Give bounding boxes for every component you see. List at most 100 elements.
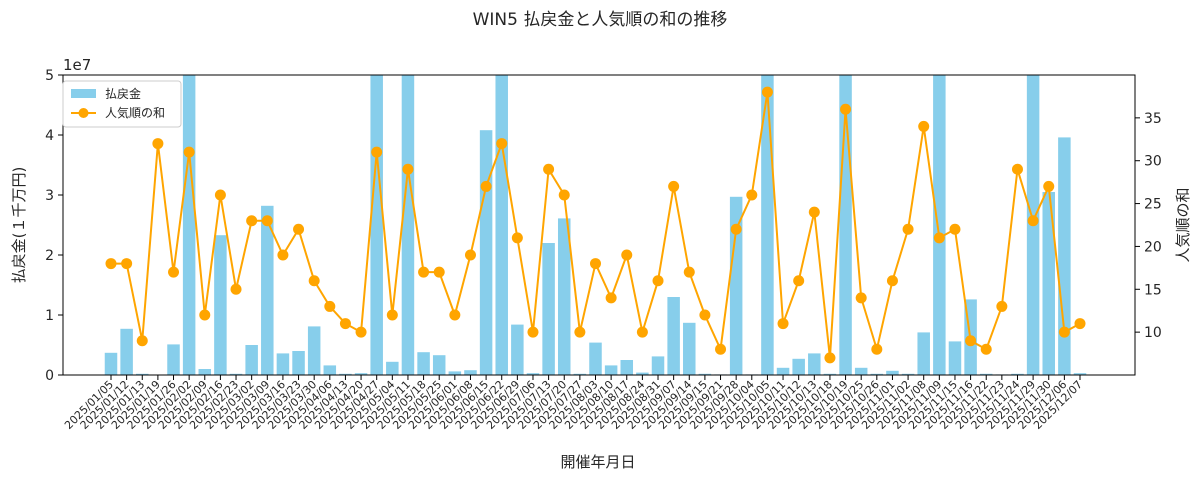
bar [1011, 373, 1024, 375]
bar [870, 373, 884, 375]
bar [620, 360, 634, 375]
popularity-sum-point [855, 292, 867, 304]
bar [339, 373, 352, 375]
popularity-sum-point [324, 300, 336, 312]
popularity-sum-point [371, 146, 383, 158]
y-axis-right-label: 人気順の和 [1174, 187, 1192, 262]
bar [933, 75, 946, 375]
bar [557, 218, 571, 375]
bar [854, 367, 868, 375]
y-right-tick-label: 20 [1144, 239, 1162, 255]
popularity-sum-point [527, 326, 539, 338]
popularity-sum-point [808, 206, 820, 218]
x-axis-label: 開催年月日 [560, 453, 635, 471]
y-left-tick-label: 0 [45, 368, 54, 384]
popularity-sum-point [668, 180, 680, 192]
popularity-sum-point [777, 318, 789, 330]
bar [182, 75, 196, 375]
popularity-sum-point [652, 275, 664, 287]
popularity-sum-point [1074, 318, 1086, 330]
bar [511, 324, 524, 375]
popularity-sum-point [715, 343, 727, 355]
popularity-sum-point [933, 232, 945, 244]
popularity-sum-point [433, 266, 445, 278]
popularity-sum-point [480, 180, 492, 192]
y-left-tick-label: 1 [45, 308, 54, 324]
bar [198, 369, 212, 375]
bar [636, 372, 649, 375]
popularity-sum-point [1011, 163, 1023, 175]
popularity-sum-point [105, 258, 117, 270]
popularity-sum-point [511, 232, 523, 244]
bar [683, 322, 696, 375]
bar [464, 370, 477, 375]
legend-bar-swatch [71, 89, 96, 98]
left-axis: 0 1 2 3 4 5 [45, 68, 63, 384]
x-axis: 2025/01/052025/01/122025/01/132025/01/19… [62, 375, 1085, 432]
popularity-sum-point [277, 249, 289, 261]
popularity-sum-point [574, 326, 586, 338]
bar [120, 328, 133, 375]
popularity-sum-point [683, 266, 695, 278]
popularity-sum-point [386, 309, 398, 321]
popularity-sum-point [136, 335, 148, 347]
bar [323, 365, 337, 375]
bar [823, 373, 837, 375]
bar [901, 373, 915, 375]
legend-line-marker [78, 108, 89, 118]
bar [354, 373, 368, 375]
bar [448, 371, 462, 375]
popularity-sum-point [730, 223, 742, 235]
y-right-tick-label: 35 [1144, 111, 1162, 127]
popularity-sum-point [214, 189, 226, 201]
bar [307, 326, 321, 375]
bar [386, 361, 399, 375]
multiplier-label: 1e7 [63, 56, 91, 74]
bar [917, 332, 930, 375]
bar [1058, 137, 1071, 375]
y-axis-left-label: 払戻金(１千万円) [10, 167, 28, 284]
bar [542, 243, 555, 375]
popularity-sum-point [308, 275, 320, 287]
bar [370, 75, 383, 375]
popularity-sum-point [980, 343, 992, 355]
bar [245, 345, 258, 375]
bar [729, 196, 743, 375]
popularity-sum-point [761, 86, 773, 98]
popularity-sum-point [543, 163, 555, 175]
y-left-tick-label: 5 [45, 68, 54, 84]
popularity-sum-point [699, 309, 711, 321]
popularity-sum-point [965, 335, 977, 347]
bar [401, 75, 415, 375]
bar [214, 235, 227, 375]
popularity-sum-point [605, 292, 617, 304]
bar [261, 205, 274, 375]
y-right-tick-label: 10 [1144, 325, 1162, 341]
popularity-sum-point [636, 326, 648, 338]
popularity-sum-point [840, 103, 852, 115]
popularity-sum-point [246, 215, 258, 227]
popularity-sum-point [824, 352, 836, 364]
popularity-sum-point [449, 309, 461, 321]
y-left-tick-label: 2 [45, 248, 54, 264]
popularity-sum-point [918, 120, 930, 132]
popularity-sum-point [464, 249, 476, 261]
y-left-tick-label: 3 [45, 188, 54, 204]
popularity-sum-point [199, 309, 211, 321]
bar [886, 370, 899, 375]
popularity-sum-point [621, 249, 633, 261]
bar [104, 352, 118, 375]
popularity-sum-point [996, 300, 1008, 312]
popularity-sum-point [418, 266, 430, 278]
popularity-sum-point [1058, 326, 1070, 338]
popularity-sum-point [230, 283, 242, 295]
popularity-sum-point [902, 223, 914, 235]
y-right-tick-label: 25 [1144, 197, 1162, 213]
bar [573, 373, 587, 375]
popularity-sum-point [746, 189, 758, 201]
popularity-sum-point [402, 163, 414, 175]
bar [589, 342, 602, 375]
popularity-sum-point [1043, 180, 1055, 192]
